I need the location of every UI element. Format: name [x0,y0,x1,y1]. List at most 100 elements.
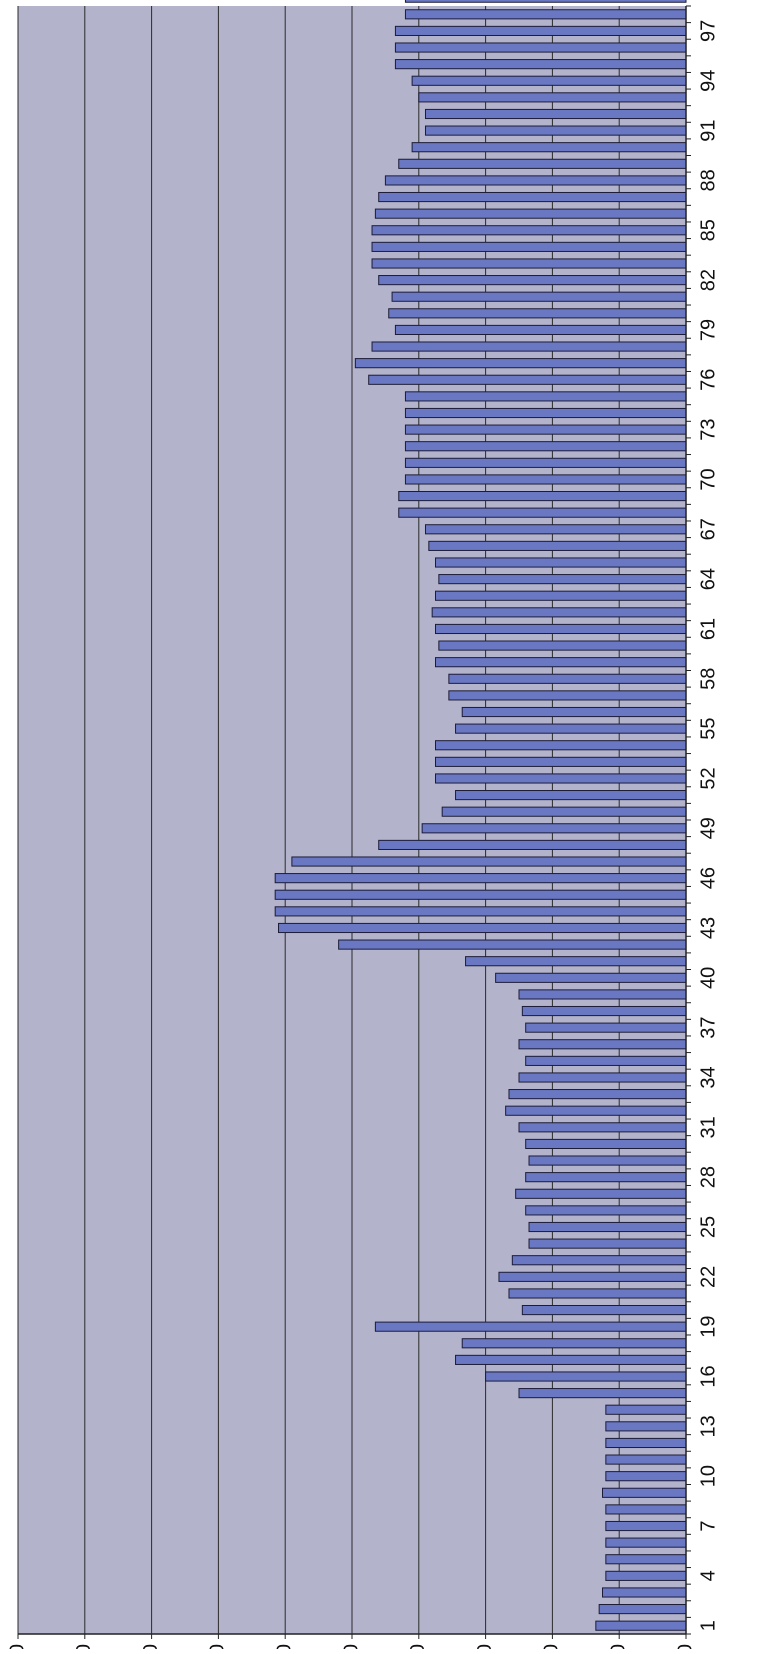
category-tick-label-31: 31 [697,1116,719,1138]
bar-48 [378,839,687,850]
value-tick-label-50: 50 [340,1644,362,1649]
bar-38 [521,1005,687,1017]
category-tick-label-88: 88 [697,169,719,191]
bar-76 [368,374,687,385]
bar-97 [394,25,687,36]
category-tick-label-82: 82 [697,269,719,291]
category-tick-label-25: 25 [697,1216,719,1238]
bar-71 [404,457,687,468]
category-tick-label-85: 85 [697,219,719,241]
bar-42 [338,939,687,950]
bar-24 [528,1238,687,1249]
category-tick-label-28: 28 [697,1166,719,1188]
category-tick-label-94: 94 [697,70,719,92]
bar-18 [461,1338,687,1349]
bar-49 [421,823,687,834]
bar-70 [404,474,687,485]
bar-undefined [404,0,687,3]
bar-40 [495,972,687,983]
bar-56 [461,706,687,718]
value-tick-label-70: 70 [207,1644,229,1649]
bar-51 [455,790,687,801]
bar-87 [378,191,687,203]
bar-50 [441,806,687,817]
bar-53 [435,756,687,767]
bar-88 [384,175,687,186]
bar-80 [388,308,687,319]
bar-27 [515,1188,687,1199]
bar-54 [435,740,687,751]
value-tick-label-90: 90 [73,1644,95,1649]
bar-64 [438,574,687,585]
category-tick-label-52: 52 [697,767,719,789]
category-tick-label-19: 19 [697,1316,719,1338]
category-tick-label-1: 1 [697,1620,719,1631]
category-tick-label-7: 7 [697,1520,719,1531]
bar-34 [518,1072,687,1083]
bar-79 [394,324,687,336]
bar-85 [371,225,687,236]
bar-75 [404,391,687,402]
value-tick-label-100: 100 [6,1644,28,1649]
bar-5 [605,1554,687,1565]
bar-41 [465,956,687,967]
bar-94 [411,75,687,86]
bar-90 [411,142,687,153]
bar-91 [424,125,687,136]
bar-65 [435,557,687,568]
bar-26 [525,1205,687,1216]
bar-22 [498,1271,687,1282]
bar-77 [354,358,687,369]
bar-33 [508,1089,687,1100]
bar-78 [371,341,687,352]
bar-39 [518,989,687,1000]
bar-1 [595,1620,687,1631]
bar-20 [521,1304,687,1316]
category-tick-label-58: 58 [697,668,719,690]
tick-labels: 0 10 20 30 40 50 60 70 80 90 100 1 4 7 10 13 16 19 22 25 28 3… [6,20,719,1654]
category-tick-label-55: 55 [697,718,719,740]
value-tick-label-10: 10 [607,1644,629,1649]
bar-23 [511,1255,687,1266]
category-tick-label-73: 73 [697,418,719,440]
bar-2 [598,1604,687,1615]
bar-95 [394,59,687,70]
category-tick-label-22: 22 [697,1266,719,1288]
bar-92 [424,108,687,120]
bar-44 [274,906,687,917]
category-tick-label-67: 67 [697,518,719,540]
value-tick-label-60: 60 [273,1644,295,1649]
category-tick-label-16: 16 [697,1365,719,1387]
bar-10 [605,1471,687,1482]
bar-30 [525,1138,687,1150]
category-tick-label-10: 10 [697,1465,719,1487]
bar-14 [605,1404,687,1415]
value-tick-label-20: 20 [541,1644,563,1649]
bar-21 [508,1288,687,1299]
bar-89 [398,158,687,169]
bar-35 [525,1055,687,1066]
bar-43 [278,922,687,934]
bar-32 [505,1105,687,1116]
bar-52 [435,773,687,784]
category-tick-label-46: 46 [697,867,719,889]
category-tick-label-76: 76 [697,369,719,391]
bar-17 [455,1354,687,1365]
bars [274,0,687,1631]
bar-8 [605,1504,687,1515]
bar-62 [431,607,687,618]
bar-31 [518,1122,687,1133]
bar-16 [485,1371,687,1382]
bar-36 [518,1039,687,1050]
bar-67 [424,524,687,535]
bar-82 [378,275,687,286]
bar-13 [605,1421,687,1432]
bar-11 [605,1454,687,1465]
bar-74 [404,407,687,419]
category-tick-label-61: 61 [697,618,719,640]
bar-63 [435,590,687,601]
bar-55 [455,723,687,734]
bar-15 [518,1388,687,1399]
category-tick-label-70: 70 [697,468,719,490]
